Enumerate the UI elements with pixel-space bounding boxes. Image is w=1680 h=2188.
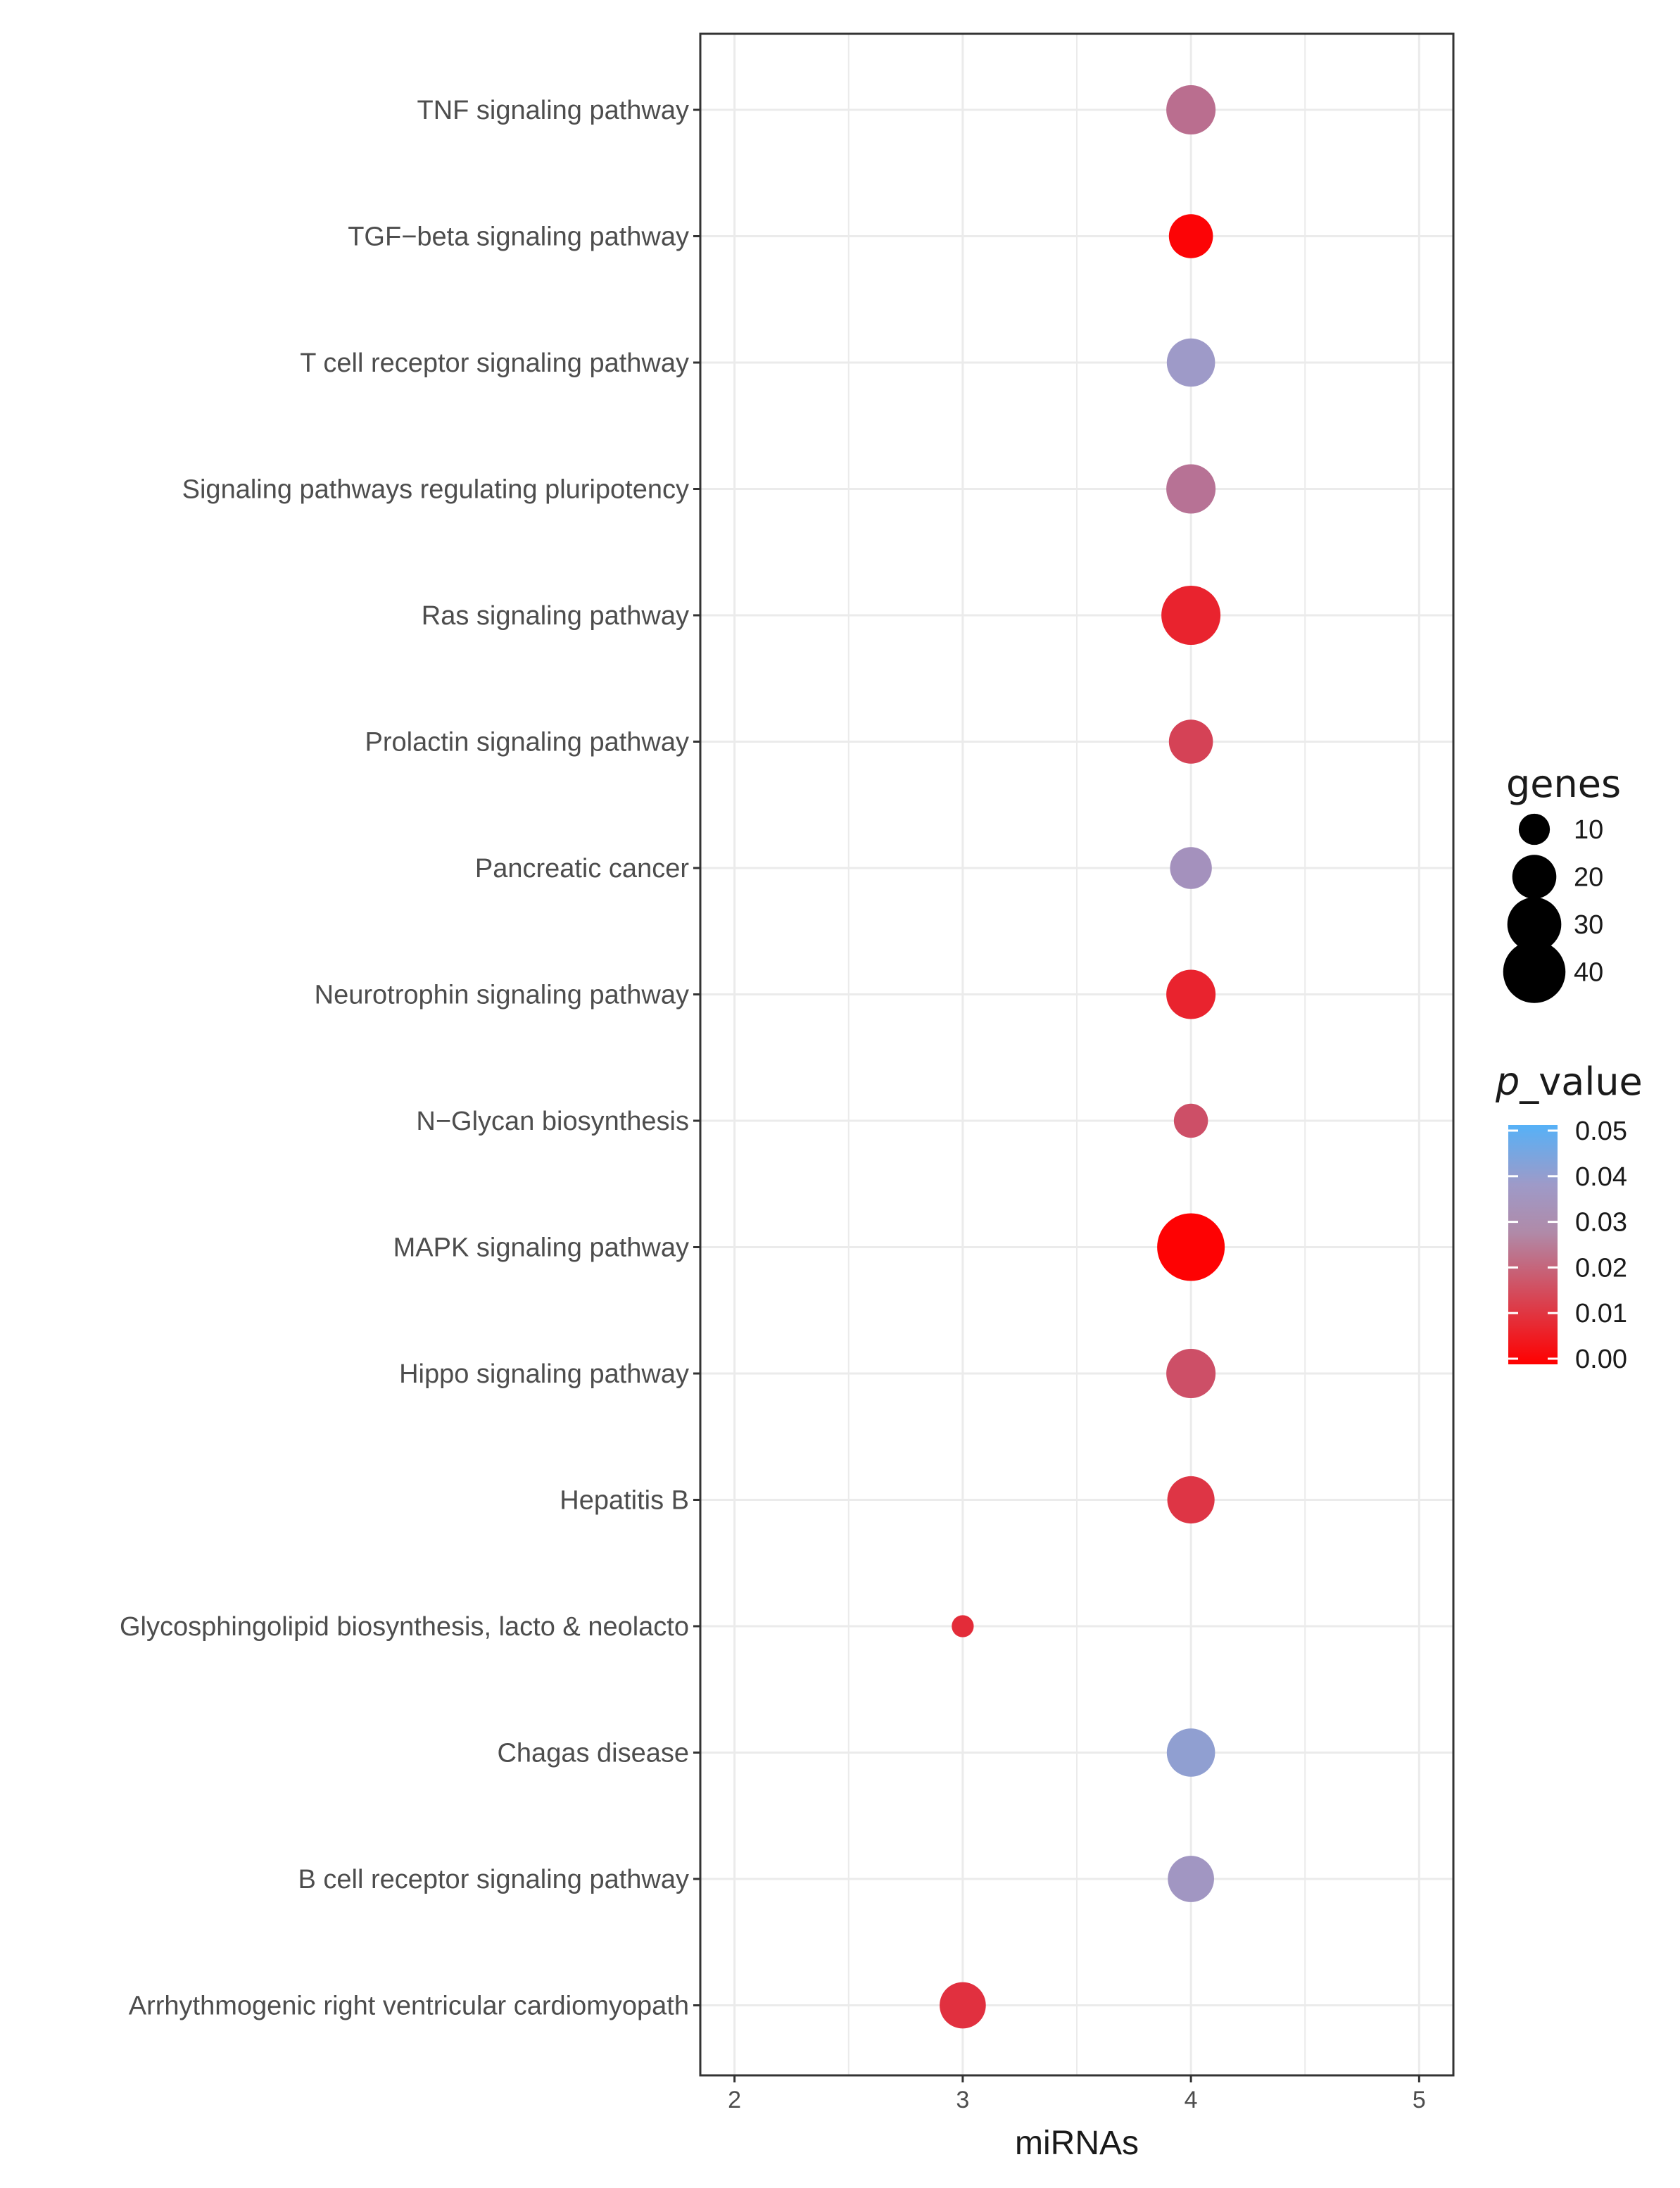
y-tick-label: B cell receptor signaling pathway — [298, 1865, 689, 1894]
x-tick-label: 4 — [1185, 2087, 1198, 2113]
size-legend-label: 30 — [1574, 910, 1603, 940]
y-tick-label: MAPK signaling pathway — [393, 1233, 689, 1263]
y-tick-label: Neurotrophin signaling pathway — [315, 981, 689, 1010]
data-point — [1170, 847, 1212, 889]
size-legend-key — [1507, 897, 1562, 952]
x-axis: 2 3 4 5 — [728, 2075, 1426, 2113]
data-point — [1167, 1476, 1215, 1524]
y-tick-label: Hepatitis B — [560, 1486, 689, 1516]
y-tick-label: Pancreatic cancer — [475, 854, 689, 884]
data-point — [1157, 1213, 1225, 1281]
data-point — [1166, 1349, 1216, 1398]
y-tick-label: N−Glycan biosynthesis — [416, 1107, 689, 1136]
data-points — [940, 85, 1225, 2029]
size-legend-key — [1503, 941, 1566, 1003]
data-point — [1166, 464, 1216, 514]
y-tick-label: T cell receptor signaling pathway — [300, 348, 689, 378]
data-point — [940, 1982, 986, 2029]
y-axis: TNF signaling pathway TGF−beta signaling … — [120, 96, 700, 2021]
x-tick-label: 2 — [728, 2087, 741, 2113]
color-legend-title: p_value — [1495, 1060, 1643, 1104]
size-legend: genes 10 20 30 40 — [1503, 762, 1621, 1003]
size-legend-label: 10 — [1574, 815, 1603, 845]
data-point — [952, 1615, 974, 1637]
color-legend: p_value 0.05 0.04 0.03 0.02 0.01 0.00 — [1495, 1060, 1643, 1374]
size-legend-title: genes — [1506, 762, 1621, 806]
y-tick-label: Ras signaling pathway — [422, 601, 689, 631]
plot-panel-border — [699, 32, 1455, 2077]
size-legend-label: 20 — [1574, 863, 1603, 893]
data-point — [1166, 1728, 1215, 1777]
y-tick-label: TGF−beta signaling pathway — [348, 222, 689, 252]
size-legend-label: 40 — [1574, 958, 1603, 988]
data-point — [1161, 586, 1221, 645]
y-tick-label: Prolactin signaling pathway — [365, 728, 690, 757]
data-point — [1168, 1856, 1214, 1902]
y-tick-label: TNF signaling pathway — [417, 96, 689, 125]
data-point — [1173, 1103, 1208, 1138]
size-legend-key — [1518, 813, 1550, 845]
x-axis-title: miRNAs — [1015, 2125, 1139, 2162]
grid-lines — [700, 34, 1453, 2075]
y-tick-label: Chagas disease — [497, 1739, 689, 1768]
y-tick-label: Glycosphingolipid biosynthesis, lacto & … — [120, 1612, 689, 1642]
size-legend-key — [1512, 855, 1557, 899]
x-tick-label: 5 — [1413, 2087, 1426, 2113]
data-point — [1168, 719, 1213, 764]
color-legend-title-rest: _value — [1519, 1060, 1643, 1104]
color-legend-label: 0.03 — [1575, 1208, 1627, 1238]
data-point — [1166, 969, 1216, 1019]
color-legend-label: 0.00 — [1575, 1345, 1627, 1374]
color-legend-label: 0.04 — [1575, 1162, 1627, 1192]
data-point — [1166, 338, 1215, 387]
x-tick-label: 3 — [956, 2087, 969, 2113]
y-tick-label: Arrhythmogenic right ventricular cardiom… — [129, 1992, 689, 2021]
y-tick-label: Signaling pathways regulating pluripoten… — [182, 475, 689, 505]
color-legend-bar — [1508, 1125, 1558, 1364]
color-legend-label: 0.05 — [1575, 1117, 1627, 1146]
color-legend-label: 0.02 — [1575, 1253, 1627, 1283]
color-legend-title-italic: p — [1495, 1060, 1520, 1104]
data-point — [1168, 214, 1213, 258]
color-legend-label: 0.01 — [1575, 1299, 1627, 1328]
y-tick-label: Hippo signaling pathway — [399, 1359, 689, 1389]
data-point — [1166, 85, 1216, 134]
